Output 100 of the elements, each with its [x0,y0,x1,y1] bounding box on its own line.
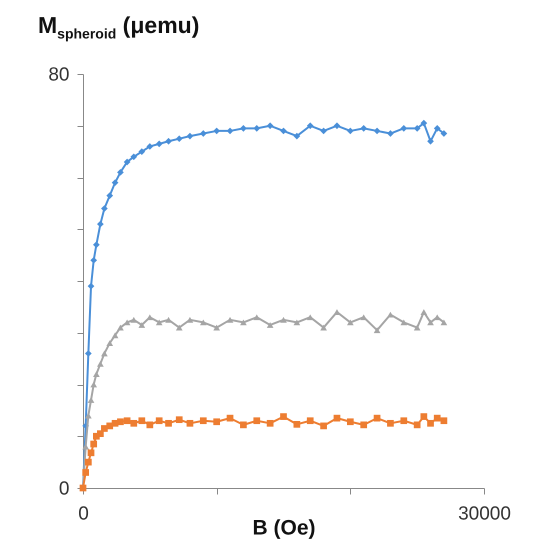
point [266,122,274,130]
point [306,417,314,424]
point [414,124,421,132]
point [387,420,394,427]
point [112,179,118,186]
point [226,316,234,323]
point [213,128,220,134]
point [400,417,408,424]
point [186,316,194,323]
point [97,360,104,367]
point [387,312,394,318]
point [146,143,154,150]
point [440,319,448,326]
point [374,128,380,134]
point [374,414,380,422]
point [88,397,94,403]
point [320,422,327,430]
point [213,418,220,426]
point [253,314,260,320]
point [374,327,380,334]
point [334,414,340,422]
point [97,220,104,228]
point [253,124,260,132]
point [213,324,220,330]
point [294,132,300,140]
point [90,256,98,264]
point [106,340,114,346]
point [82,469,90,476]
point [360,124,368,132]
point [266,420,274,427]
point [88,282,94,290]
point [226,128,234,134]
point [434,124,441,132]
y-axis-title: M$_{spheroid}$ (μemu) [38,12,200,42]
y-tick-label: 80 [48,64,70,86]
point [440,417,448,424]
x-axis-title: B (Oe) [252,516,316,540]
point [200,130,207,137]
point [156,140,163,148]
point [240,124,247,132]
point [138,417,146,424]
point [165,138,172,145]
point [266,322,274,328]
point [156,417,163,424]
point [280,413,287,420]
point [420,309,428,315]
point [240,422,247,428]
point [346,128,354,134]
point [124,158,130,166]
point [90,440,98,448]
point [88,449,94,456]
point [280,128,287,134]
point [427,138,434,145]
point [346,319,354,326]
point [117,324,124,330]
point [420,413,428,420]
point [176,324,183,330]
point [117,418,124,426]
point [90,382,98,388]
point [253,417,260,424]
point [420,120,428,127]
point [112,332,118,338]
x-tick-label: 30000 [458,504,511,524]
point [101,205,108,212]
point [176,416,183,424]
point [280,316,287,323]
point [101,350,108,356]
point [106,192,114,199]
point [130,316,138,323]
point [306,122,314,130]
point [176,135,183,142]
point [427,420,434,427]
point [156,319,163,326]
point [427,319,434,326]
point [294,420,300,428]
point [200,319,207,326]
point [294,319,300,326]
point [440,130,448,137]
point [165,316,172,323]
point [186,420,194,427]
point [84,458,92,466]
point [130,420,138,427]
point [400,124,408,132]
point [226,414,234,422]
point [414,324,421,330]
point [186,132,194,140]
point [138,148,146,155]
point [334,122,340,130]
point [240,319,247,326]
point [434,414,441,422]
point [84,350,92,357]
point [165,420,172,427]
point [84,412,92,418]
point [124,417,130,424]
point [360,422,368,428]
point [130,153,138,160]
point [320,324,327,330]
point [117,168,124,176]
point [400,319,408,326]
point [93,371,100,378]
